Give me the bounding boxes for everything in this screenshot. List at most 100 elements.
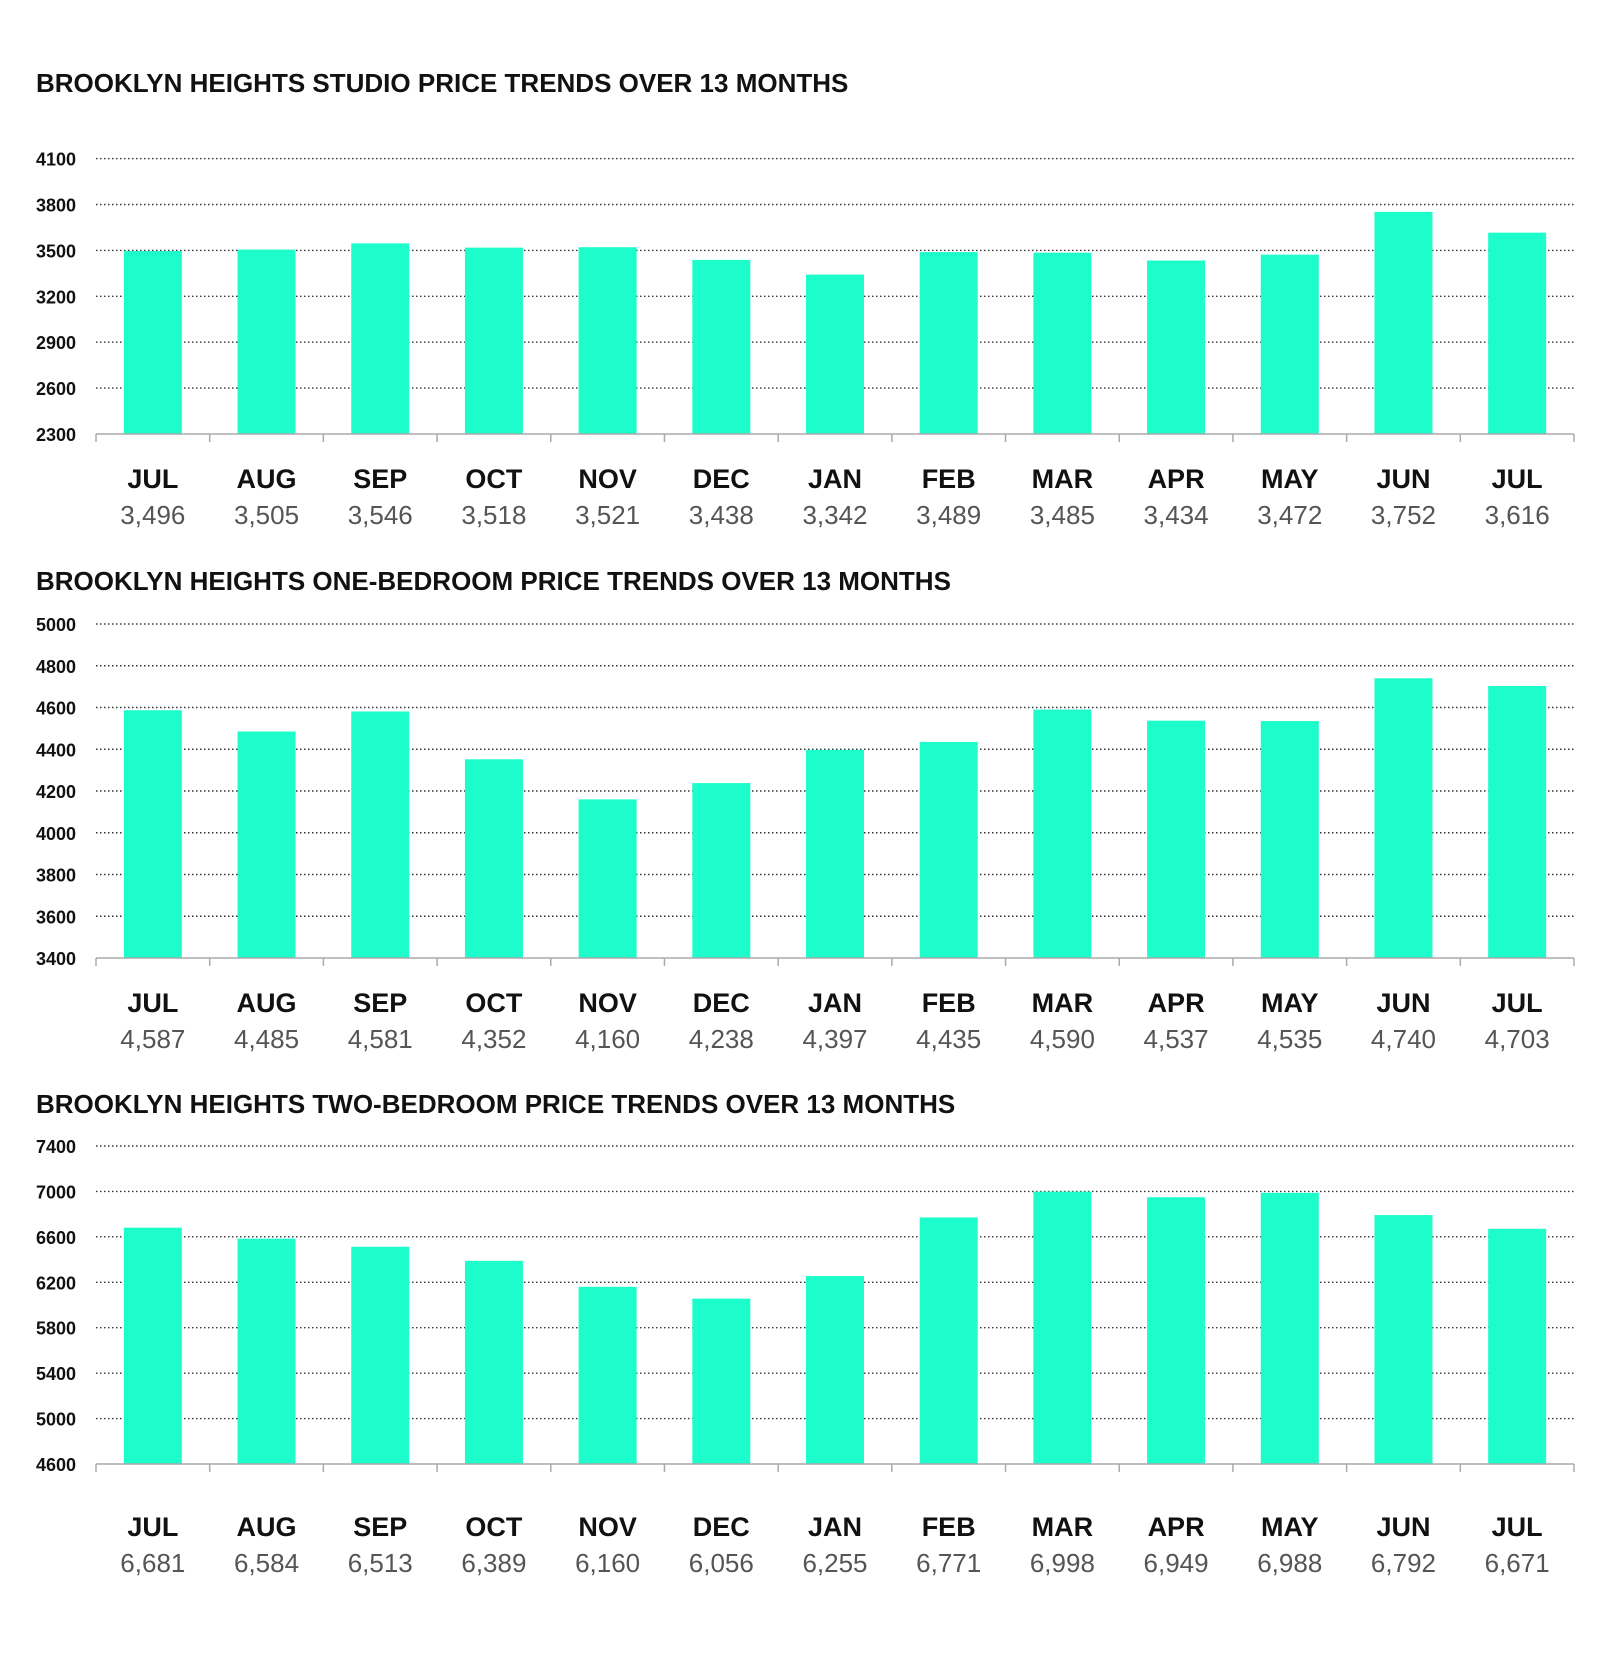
value-label: 4,397 <box>802 1024 867 1054</box>
category-label: FEB <box>922 464 976 494</box>
category-label: MAR <box>1032 1512 1094 1542</box>
y-tick-label: 4200 <box>36 782 76 802</box>
category-label: JUN <box>1376 464 1430 494</box>
category-label: SEP <box>353 1512 407 1542</box>
y-tick-label: 3600 <box>36 907 76 927</box>
value-label: 3,546 <box>348 500 413 530</box>
y-tick-label: 5000 <box>36 615 76 635</box>
bar-jul <box>1488 1228 1547 1464</box>
category-label: SEP <box>353 464 407 494</box>
bar-dec <box>692 783 751 958</box>
two-bedroom-chart: BROOKLYN HEIGHTS TWO-BEDROOM PRICE TREND… <box>36 1089 1575 1578</box>
value-label: 4,435 <box>916 1024 981 1054</box>
bar-sep <box>351 243 410 434</box>
category-label: SEP <box>353 988 407 1018</box>
y-tick-label: 2900 <box>36 333 76 353</box>
y-tick-label: 4000 <box>36 824 76 844</box>
value-label: 4,535 <box>1257 1024 1322 1054</box>
y-tick-label: 7400 <box>36 1137 76 1157</box>
bar-nov <box>578 799 637 958</box>
category-label: AUG <box>237 988 297 1018</box>
bar-nov <box>578 1286 637 1464</box>
value-label: 4,352 <box>461 1024 526 1054</box>
bar-jan <box>806 1276 864 1464</box>
value-label: 6,671 <box>1485 1548 1550 1578</box>
bar-oct <box>464 247 523 434</box>
y-tick-label: 3200 <box>36 287 76 307</box>
category-label: NOV <box>578 464 637 494</box>
y-tick-label: 5000 <box>36 1410 76 1430</box>
value-label: 4,581 <box>348 1024 413 1054</box>
value-label: 6,949 <box>1144 1548 1209 1578</box>
bar-feb <box>919 1217 978 1464</box>
bar-mar <box>1033 252 1092 434</box>
category-label: JUL <box>127 988 178 1018</box>
chart-title: BROOKLYN HEIGHTS STUDIO PRICE TRENDS OVE… <box>36 68 848 98</box>
category-label: MAR <box>1032 988 1094 1018</box>
value-label: 3,485 <box>1030 500 1095 530</box>
category-label: MAR <box>1032 464 1094 494</box>
chart-title: BROOKLYN HEIGHTS TWO-BEDROOM PRICE TREND… <box>36 1089 955 1119</box>
category-label: APR <box>1148 988 1205 1018</box>
value-label: 6,771 <box>916 1548 981 1578</box>
category-label: OCT <box>465 988 523 1018</box>
category-label: AUG <box>237 1512 297 1542</box>
value-label: 6,255 <box>802 1548 867 1578</box>
value-label: 6,681 <box>120 1548 185 1578</box>
bar-apr <box>1147 720 1206 958</box>
bar-jul <box>123 710 182 958</box>
y-tick-label: 5800 <box>36 1319 76 1339</box>
category-label: JUN <box>1376 1512 1430 1542</box>
value-label: 3,616 <box>1485 500 1550 530</box>
value-label: 4,703 <box>1485 1024 1550 1054</box>
value-label: 6,513 <box>348 1548 413 1578</box>
value-label: 4,160 <box>575 1024 640 1054</box>
value-label: 6,998 <box>1030 1548 1095 1578</box>
category-label: APR <box>1148 464 1205 494</box>
value-label: 6,584 <box>234 1548 299 1578</box>
bar-feb <box>919 741 978 958</box>
category-label: DEC <box>693 464 750 494</box>
value-label: 4,238 <box>689 1024 754 1054</box>
one-bedroom-chart: BROOKLYN HEIGHTS ONE-BEDROOM PRICE TREND… <box>36 566 1575 1054</box>
bar-jul <box>1488 685 1547 958</box>
category-label: DEC <box>693 988 750 1018</box>
bar-aug <box>237 731 296 958</box>
value-label: 3,505 <box>234 500 299 530</box>
value-label: 6,160 <box>575 1548 640 1578</box>
category-label: OCT <box>465 1512 523 1542</box>
value-label: 3,518 <box>461 500 526 530</box>
value-label: 6,056 <box>689 1548 754 1578</box>
bar-jun <box>1374 678 1433 958</box>
y-tick-label: 6200 <box>36 1273 76 1293</box>
bar-mar <box>1033 709 1092 958</box>
value-label: 3,472 <box>1257 500 1322 530</box>
value-label: 3,434 <box>1144 500 1209 530</box>
bar-jun <box>1374 211 1433 434</box>
category-label: JAN <box>808 464 862 494</box>
value-label: 3,496 <box>120 500 185 530</box>
bar-oct <box>464 759 523 958</box>
bar-aug <box>237 249 296 434</box>
value-label: 4,740 <box>1371 1024 1436 1054</box>
y-tick-label: 3400 <box>36 949 76 969</box>
bar-may <box>1260 721 1319 958</box>
category-label: MAY <box>1261 988 1319 1018</box>
studio-chart: BROOKLYN HEIGHTS STUDIO PRICE TRENDS OVE… <box>36 68 1575 530</box>
value-label: 3,521 <box>575 500 640 530</box>
value-label: 4,587 <box>120 1024 185 1054</box>
y-tick-label: 4400 <box>36 740 76 760</box>
value-label: 3,342 <box>802 500 867 530</box>
value-label: 4,537 <box>1144 1024 1209 1054</box>
y-tick-label: 5400 <box>36 1364 76 1384</box>
value-label: 6,389 <box>461 1548 526 1578</box>
category-label: NOV <box>578 1512 637 1542</box>
bar-oct <box>464 1260 523 1464</box>
y-tick-label: 2300 <box>36 425 76 445</box>
value-label: 3,752 <box>1371 500 1436 530</box>
y-tick-label: 4100 <box>36 150 76 170</box>
y-tick-label: 4600 <box>36 1455 76 1475</box>
value-label: 6,988 <box>1257 1548 1322 1578</box>
bar-feb <box>919 252 978 434</box>
category-label: DEC <box>693 1512 750 1542</box>
